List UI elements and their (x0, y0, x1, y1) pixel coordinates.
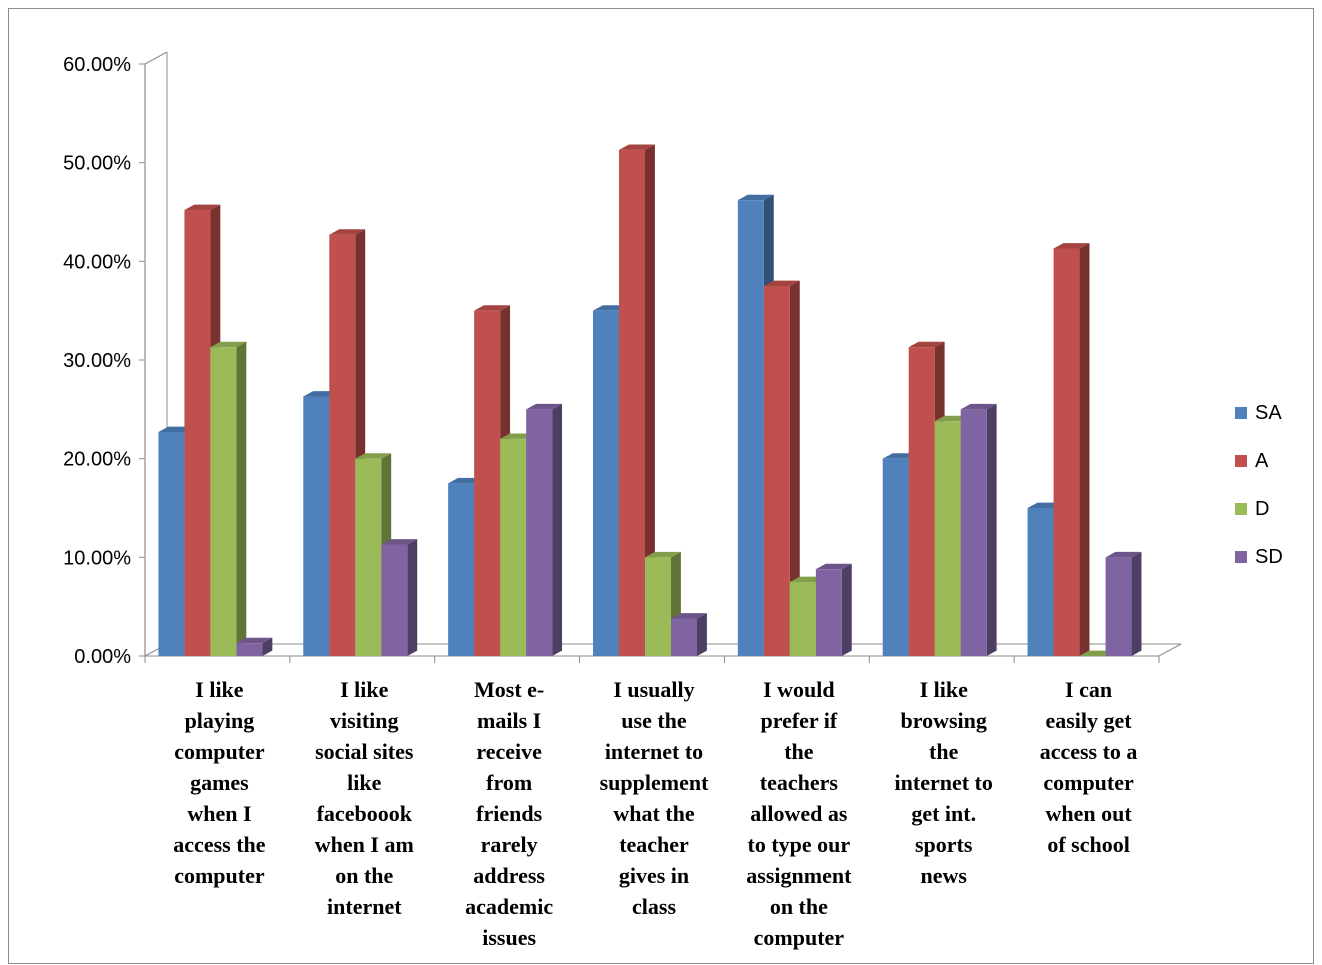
legend-label-a: A (1255, 450, 1269, 472)
bar-sd-3 (526, 403, 563, 656)
bar-sd-1 (236, 637, 273, 656)
legend-label-d: D (1255, 498, 1269, 520)
bar-sd-6 (960, 403, 997, 656)
y-tick-label: 60.00% (63, 54, 131, 76)
legend-swatch-sd (1235, 551, 1247, 563)
bar-a-7 (1053, 243, 1090, 657)
y-tick-label: 20.00% (63, 449, 131, 471)
bar-a-4 (619, 144, 655, 656)
y-tick-label: 10.00% (63, 547, 131, 569)
legend-label-sa: SA (1255, 402, 1282, 424)
x-category-label-5: I would prefer if the teachers allowed as to … (746, 677, 852, 950)
chart-frame: 0.00% 10.00% 20.00% 30.00% 40.00% 50.00% 60.00… (8, 8, 1314, 964)
x-category-label-7: I can easily get access to a computer when o… (1040, 677, 1138, 857)
bar-sd-4 (671, 613, 707, 656)
bar-sd-5 (815, 563, 852, 656)
top-wall-edge (144, 51, 168, 65)
y-tick-label: 50.00% (63, 153, 131, 175)
bar-chart: 0.00% 10.00% 20.00% 30.00% 40.00% 50.00% 60.00… (63, 51, 1283, 950)
bar-d-1 (210, 341, 247, 656)
y-tick-label: 30.00% (63, 350, 131, 372)
bar-a-5 (763, 280, 800, 656)
legend-swatch-d (1235, 503, 1247, 515)
x-category-label-4: I usually use the internet to supplement wha… (600, 677, 709, 919)
x-category-label-2: I like visiting social sites like faceboook w… (315, 677, 414, 919)
y-tick-label: 40.00% (63, 251, 131, 273)
x-category-label-6: I like browsing the internet to get int. spor… (895, 677, 993, 888)
legend-swatch-sa (1235, 407, 1247, 419)
bar-sd-2 (381, 539, 418, 656)
legend-label-sd: SD (1255, 546, 1283, 568)
bar-sd-7 (1105, 551, 1142, 656)
y-tick-label: 0.00% (74, 646, 131, 668)
legend-swatch-a (1235, 455, 1247, 467)
